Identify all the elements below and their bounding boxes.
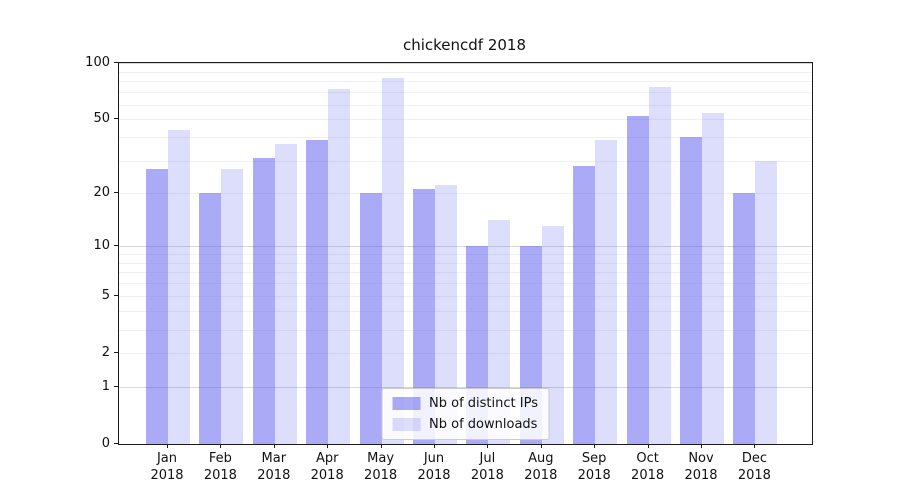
gridline-minor (119, 262, 812, 264)
bar-distinct-ips-oct (626, 116, 649, 444)
y-tick-label: 10 (93, 238, 110, 254)
plot-area: Nb of distinct IPs Nb of downloads (118, 62, 813, 445)
legend-label-distinct-ips: Nb of distinct IPs (429, 396, 538, 411)
legend-label-downloads: Nb of downloads (429, 417, 538, 432)
x-tick-label-oct: Oct 2018 (631, 451, 665, 483)
bar-downloads-sep (595, 139, 618, 444)
y-tick-label: 2 (101, 345, 110, 361)
bar-downloads-jan (168, 129, 190, 444)
x-tick-label-sep: Sep 2018 (577, 451, 611, 483)
y-tick-label: 5 (101, 288, 110, 304)
gridline-minor (119, 119, 812, 121)
y-tick-mark (114, 443, 118, 444)
y-tick-mark (114, 62, 118, 63)
x-tick-label-aug: Aug 2018 (524, 451, 558, 483)
gridline-minor (119, 311, 812, 313)
y-tick-label: 0 (101, 436, 110, 451)
legend: Nb of distinct IPs Nb of downloads (381, 388, 550, 440)
x-tick-mark (647, 444, 649, 448)
bar-downloads-dec (755, 160, 778, 444)
bar-distinct-ips-sep (573, 166, 596, 444)
bar-distinct-ips-dec (733, 192, 756, 444)
bar-downloads-mar (274, 143, 297, 444)
gridline-minor (119, 160, 812, 162)
x-tick-mark (701, 444, 702, 448)
x-tick-mark (434, 444, 435, 448)
gridline-minor (119, 329, 812, 331)
x-tick-mark (167, 444, 168, 448)
bar-distinct-ips-apr (306, 139, 329, 444)
y-tick-mark (114, 191, 118, 193)
y-tick-label: 50 (93, 111, 110, 127)
bar-distinct-ips-feb (199, 192, 222, 444)
legend-swatch-distinct-ips (392, 397, 421, 410)
y-tick-mark (114, 118, 118, 120)
gridline-minor (119, 92, 812, 94)
gridline-major (119, 246, 812, 247)
x-tick-label-jan: Jan 2018 (150, 451, 184, 483)
x-tick-mark (273, 444, 275, 448)
x-tick-label-may: May 2018 (364, 451, 398, 483)
x-tick-label-feb: Feb 2018 (203, 451, 237, 483)
gridline-minor (119, 272, 812, 274)
bar-downloads-apr (328, 88, 351, 444)
gridline-minor (119, 81, 812, 83)
x-tick-label-jun: Jun 2018 (417, 451, 451, 483)
gridline-minor (119, 296, 812, 298)
gridline-major (119, 63, 812, 64)
gridline-minor (119, 283, 812, 285)
chart-title: chickencdf 2018 (402, 36, 527, 54)
bar-downloads-may (381, 78, 404, 444)
y-tick-label: 20 (93, 184, 110, 200)
x-tick-label-jul: Jul 2018 (470, 451, 504, 483)
x-tick-mark (220, 444, 222, 448)
gridline-minor (119, 253, 812, 255)
y-tick-label: 100 (85, 55, 110, 70)
x-tick-mark (487, 444, 489, 448)
gridline-minor (119, 104, 812, 106)
x-tick-label-apr: Apr 2018 (310, 451, 344, 483)
bar-downloads-nov (702, 113, 724, 444)
x-tick-mark (540, 444, 542, 448)
x-tick-label-mar: Mar 2018 (257, 451, 291, 483)
y-tick-label: 1 (101, 378, 110, 394)
bar-downloads-jun (435, 185, 457, 444)
bar-distinct-ips-may (359, 192, 382, 444)
x-tick-mark (754, 444, 756, 448)
bar-distinct-ips-nov (680, 137, 702, 444)
x-tick-label-dec: Dec 2018 (737, 451, 771, 483)
legend-entry-downloads: Nb of downloads (392, 417, 538, 432)
y-tick-mark (114, 295, 118, 297)
bar-distinct-ips-mar (252, 157, 275, 444)
legend-entry-distinct-ips: Nb of distinct IPs (392, 396, 538, 411)
gridline-minor (119, 137, 812, 139)
gridline-minor (119, 71, 812, 73)
y-tick-mark (114, 352, 118, 354)
x-tick-mark (380, 444, 382, 448)
x-tick-mark (327, 444, 329, 448)
gridline-minor (119, 192, 812, 194)
bar-downloads-feb (221, 168, 244, 444)
x-tick-label-nov: Nov 2018 (684, 451, 718, 483)
bar-distinct-ips-jan (146, 168, 168, 444)
gridline-minor (119, 353, 812, 355)
gridline-major (119, 386, 812, 388)
x-tick-mark (594, 444, 596, 448)
y-tick-mark (114, 245, 118, 246)
y-tick-mark (114, 385, 118, 387)
legend-swatch-downloads (392, 418, 421, 431)
bar-downloads-oct (648, 86, 671, 444)
bar-distinct-ips-jun (413, 188, 435, 444)
